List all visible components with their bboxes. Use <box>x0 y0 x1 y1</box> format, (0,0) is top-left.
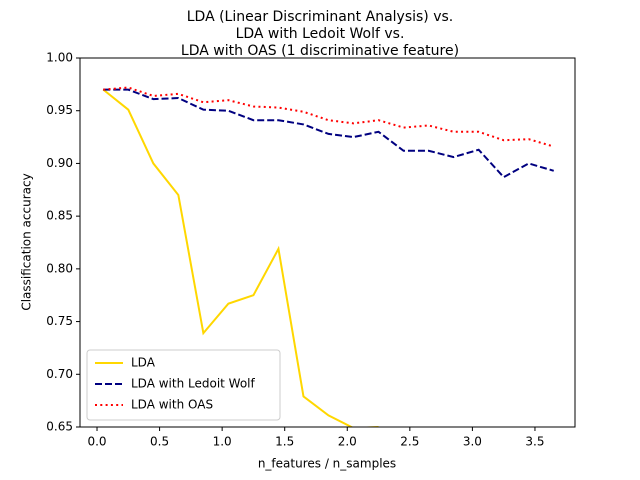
series-line <box>103 86 555 148</box>
x-tick-label: 1.0 <box>213 435 232 449</box>
chart-title: LDA (Linear Discriminant Analysis) vs. <box>187 9 454 25</box>
chart-title: LDA with OAS (1 discriminative feature) <box>181 43 459 59</box>
y-tick-label: 0.75 <box>46 314 73 328</box>
x-tick-label: 3.5 <box>525 435 544 449</box>
x-tick-label: 2.0 <box>338 435 357 449</box>
series-line <box>103 88 555 179</box>
legend-label: LDA <box>131 356 156 370</box>
x-tick-label: 2.5 <box>400 435 419 449</box>
y-tick-label: 0.85 <box>46 209 73 223</box>
plot-area <box>102 86 555 427</box>
y-tick-label: 0.65 <box>46 420 73 434</box>
y-axis-label: Classification accuracy <box>20 173 34 310</box>
chart-title: LDA with Ledoit Wolf vs. <box>236 26 405 42</box>
series-line <box>102 88 379 427</box>
plot-frame <box>79 57 576 428</box>
legend-box <box>86 349 281 421</box>
y-tick-label: 0.80 <box>46 261 73 275</box>
x-axis-label: n_features / n_samples <box>258 457 396 471</box>
y-tick-label: 0.95 <box>46 103 73 117</box>
x-tick-label: 0.0 <box>87 435 106 449</box>
legend-label: LDA with Ledoit Wolf <box>131 377 256 391</box>
legend-label: LDA with OAS <box>131 398 213 412</box>
x-tick-label: 1.5 <box>275 435 294 449</box>
x-tick-label: 0.5 <box>150 435 169 449</box>
y-tick-label: 0.90 <box>46 156 73 170</box>
y-tick-label: 0.70 <box>46 367 73 381</box>
x-tick-label: 3.0 <box>463 435 482 449</box>
y-tick-label: 1.00 <box>46 51 73 65</box>
